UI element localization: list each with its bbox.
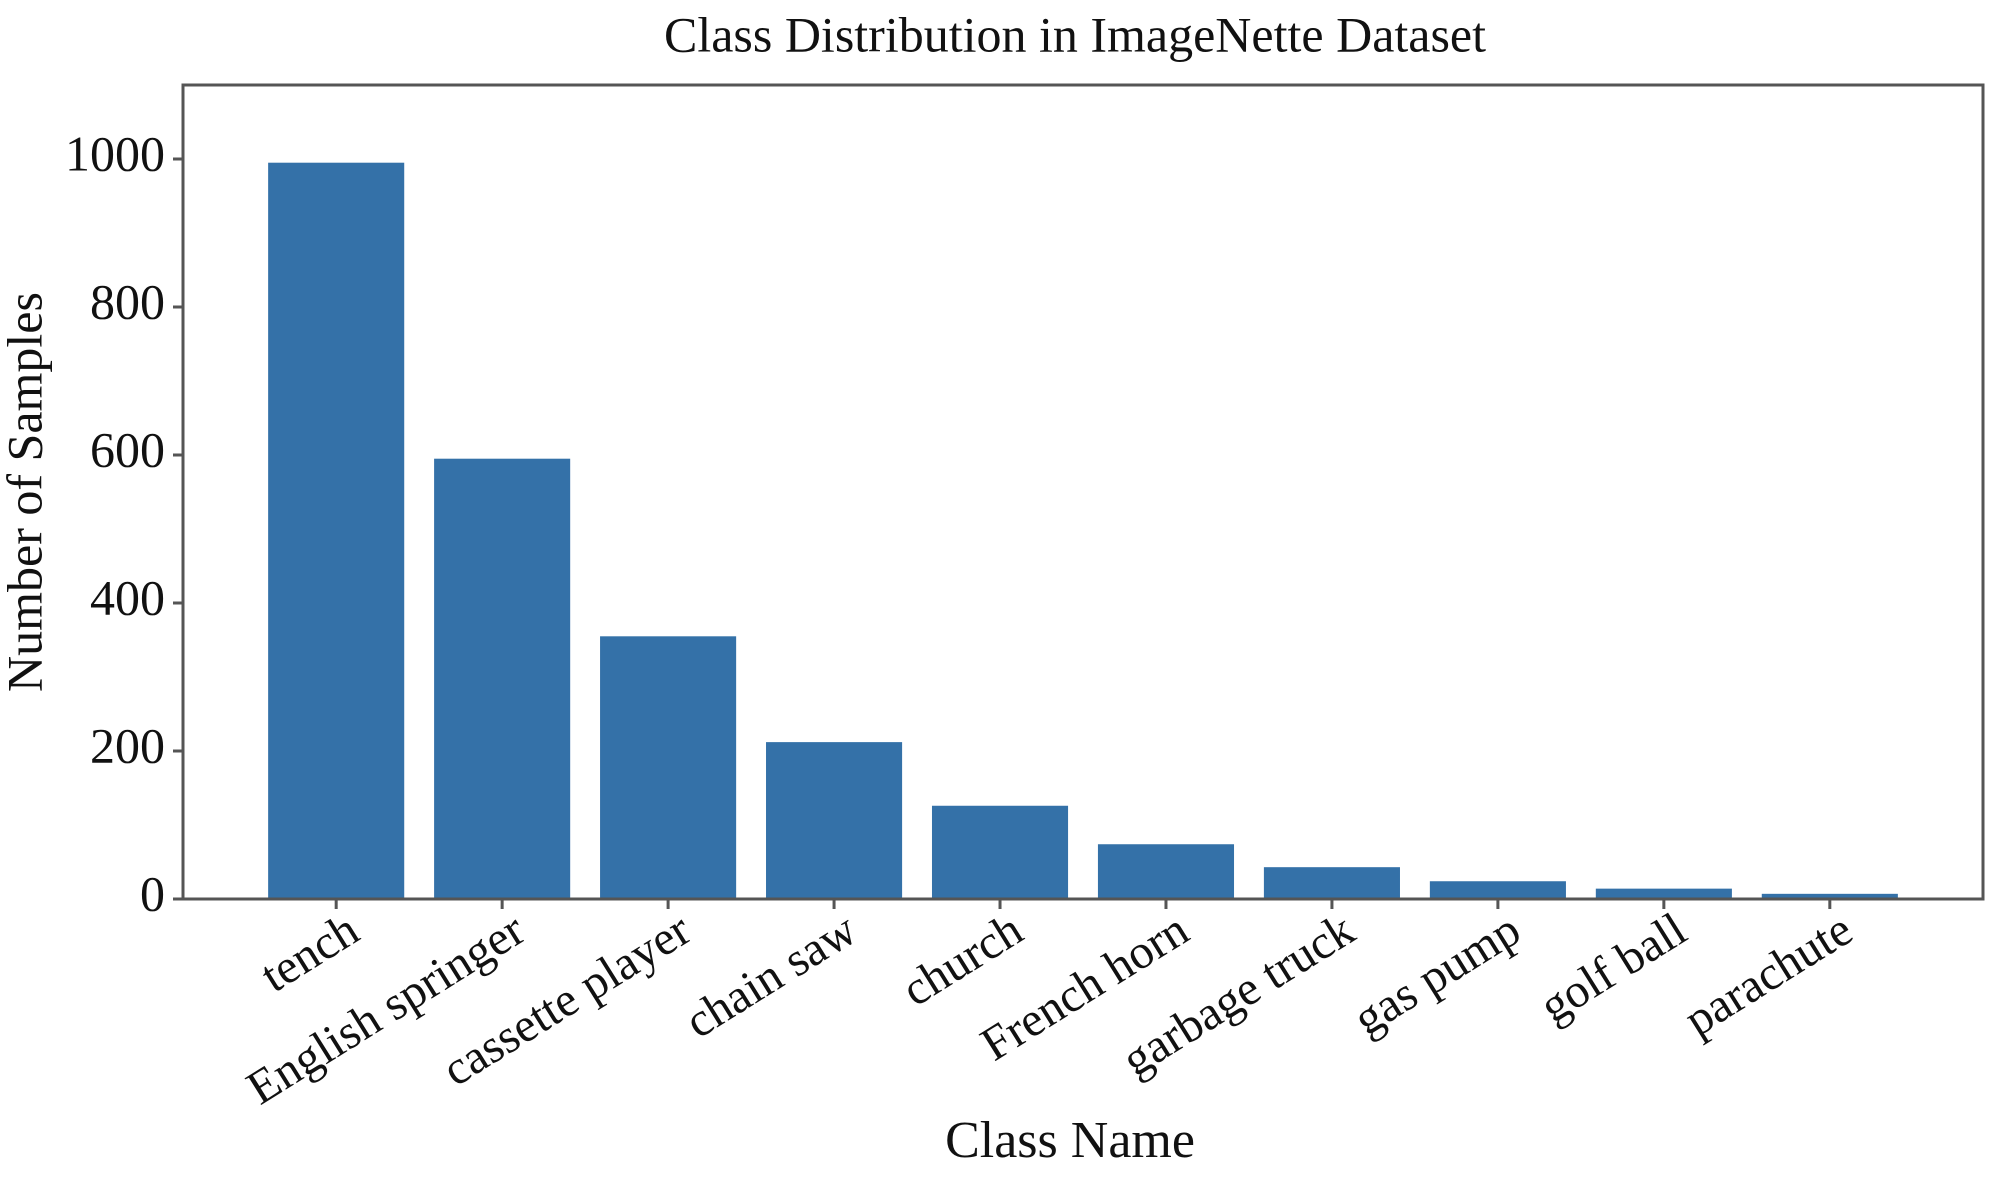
y-tick-label: 0 [140,865,165,921]
y-tick-label: 800 [90,273,165,329]
y-tick-label: 600 [90,421,165,477]
x-tick-label: gas pump [1344,903,1529,1046]
y-tick-label: 400 [90,569,165,625]
bar [434,458,571,899]
x-tick-label: golf ball [1531,903,1696,1033]
bar [1263,867,1400,899]
plot-frame [181,83,1985,901]
bar [1097,844,1235,899]
x-tick-label: church [893,903,1032,1017]
bar [600,636,737,899]
y-tick-label: 200 [90,717,165,773]
bar [766,742,903,899]
chart-title: Class Distribution in ImageNette Dataset [664,6,1486,62]
x-tick-label: English springer [238,903,534,1115]
bar [1595,888,1732,899]
bar [1429,881,1566,899]
x-tick-label: tench [252,903,368,1003]
y-tick-label: 1000 [65,125,165,181]
bar [268,162,405,899]
x-tick-label: chain saw [676,903,866,1049]
x-tick-label: parachute [1675,903,1861,1047]
bar [1761,893,1898,899]
bar [931,805,1069,899]
y-axis-label: Number of Samples [0,292,52,692]
x-axis-label: Class Name [945,1112,1195,1169]
